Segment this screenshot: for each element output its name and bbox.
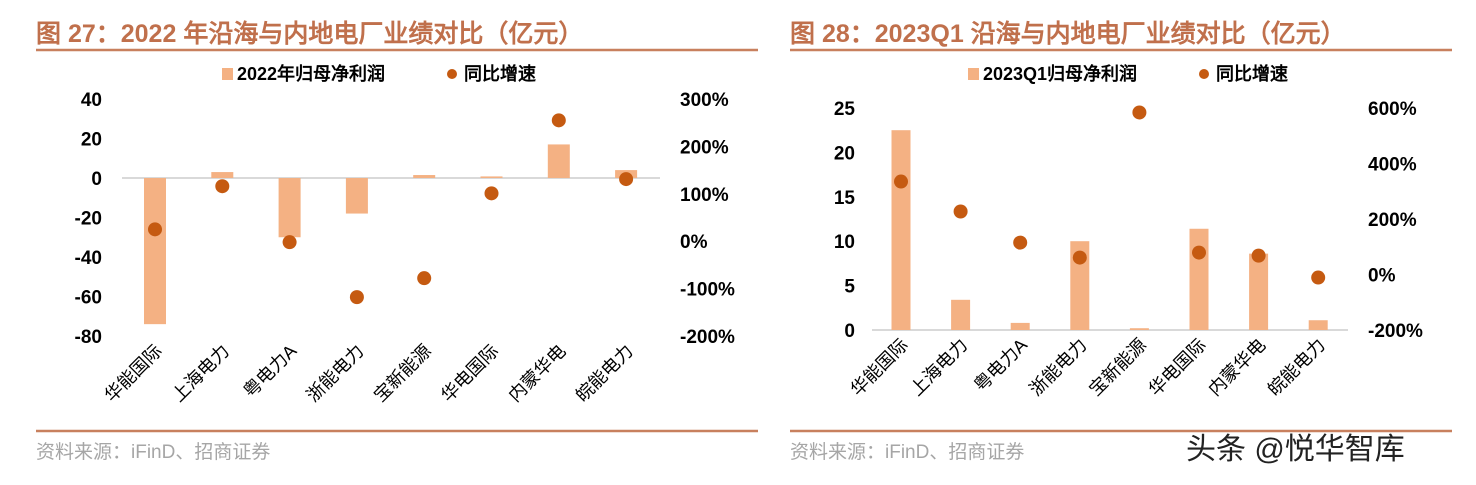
category-label: 内蒙华电 [505,341,570,406]
legend-dot-label: 同比增速 [464,63,536,84]
dot-华能国际 [894,174,908,189]
legend-bar-label: 2023Q1归母净利润 [983,63,1137,84]
dot-浙能电力 [1072,250,1087,265]
bar-华电国际 [1189,228,1209,330]
category-label: 华能国际 [101,341,166,406]
right-axis-tick: 600% [1368,99,1417,120]
right-axis-tick: 300% [680,90,729,111]
category-label: 皖能电力 [1264,335,1329,400]
bar-内蒙华电 [547,144,570,178]
right-axis-tick: -200% [1368,321,1423,342]
category-label: 上海电力 [906,335,971,400]
dot-华电国际 [1192,245,1206,260]
category-label: 华电国际 [437,341,502,406]
left-axis-tick: 40 [81,90,102,111]
left-axis-tick: 15 [834,188,856,209]
bar-上海电力 [951,299,971,330]
left-axis-tick: 0 [844,321,855,342]
bar-浙能电力 [345,178,368,214]
category-label: 华电国际 [1145,335,1210,400]
category-label: 浙能电力 [1026,335,1091,400]
left-axis-tick: -80 [75,327,102,348]
category-label: 华能国际 [847,335,912,400]
legend-dot-swatch [447,69,457,79]
bar-宝新能源 [1129,328,1149,330]
category-label: 浙能电力 [303,341,368,406]
category-label: 宝新能源 [370,341,435,406]
dot-粤电力A [282,235,297,250]
left-axis-tick: -40 [75,248,102,269]
chart-panel-1: 图 27：2022 年沿海与内地电厂业绩对比（亿元） 2022年归母净利润 同比增速… [36,19,758,463]
dot-内蒙华电 [1251,248,1266,263]
bar-皖能电力 [1308,320,1328,330]
source-note: 资料来源：iFinD、招商证券 [36,441,270,463]
dot-宝新能源 [1132,105,1147,120]
category-label: 皖能电力 [572,341,637,406]
category-label: 内蒙华电 [1204,335,1269,400]
right-axis-tick: 0% [1368,266,1396,287]
chart-panel-2: 图 28：2023Q1 沿海与内地电厂业绩对比（亿元） 2023Q1归母净利润 同比… [790,19,1452,463]
category-label: 上海电力 [168,341,233,406]
legend-bar-swatch [222,68,233,80]
bar-内蒙华电 [1249,253,1269,330]
bar-浙能电力 [1070,241,1090,330]
legend-dot-swatch [1199,69,1209,79]
dot-皖能电力 [619,172,634,187]
right-axis-tick: 0% [680,232,708,253]
category-label: 粤电力A [970,335,1031,396]
left-axis-tick: 10 [834,232,855,253]
dot-宝新能源 [417,271,432,286]
right-axis-tick: 200% [1368,210,1417,231]
dot-浙能电力 [349,290,364,305]
bar-华电国际 [480,176,503,178]
watermark: 头条 @悦华智库 [1186,433,1405,466]
right-axis-tick: 400% [1368,155,1417,176]
bar-宝新能源 [413,175,436,178]
legend-bar-label: 2022年归母净利润 [237,63,385,84]
bar-粤电力A [278,178,301,238]
left-axis-tick: -60 [75,288,102,309]
left-axis-tick: 25 [834,99,856,120]
dot-华电国际 [484,186,499,201]
left-axis-tick: 0 [91,169,102,190]
dot-内蒙华电 [551,113,566,128]
bar-华能国际 [891,130,911,330]
left-axis-tick: 20 [834,143,855,164]
right-axis-tick: -100% [680,280,735,301]
dot-粤电力A [1013,235,1028,250]
left-axis-tick: 20 [81,130,102,151]
left-axis-tick: -20 [75,209,102,230]
category-label: 粤电力A [240,341,301,402]
bar-上海电力 [211,172,234,178]
right-axis-tick: 100% [680,185,729,206]
bar-华能国际 [144,178,166,325]
dot-皖能电力 [1311,270,1326,285]
legend-bar-swatch [968,68,979,80]
right-axis-tick: 200% [680,137,729,158]
bar-粤电力A [1010,322,1030,330]
dot-上海电力 [215,179,230,194]
dot-上海电力 [953,204,968,219]
left-axis-tick: 5 [844,277,855,298]
chart-title: 图 27：2022 年沿海与内地电厂业绩对比（亿元） [36,19,583,48]
dot-华能国际 [148,222,162,237]
source-note: 资料来源：iFinD、招商证券 [790,441,1024,463]
right-axis-tick: -200% [680,327,735,348]
category-label: 宝新能源 [1085,335,1150,400]
legend-dot-label: 同比增速 [1216,63,1288,84]
chart-title: 图 28：2023Q1 沿海与内地电厂业绩对比（亿元） [790,19,1346,48]
